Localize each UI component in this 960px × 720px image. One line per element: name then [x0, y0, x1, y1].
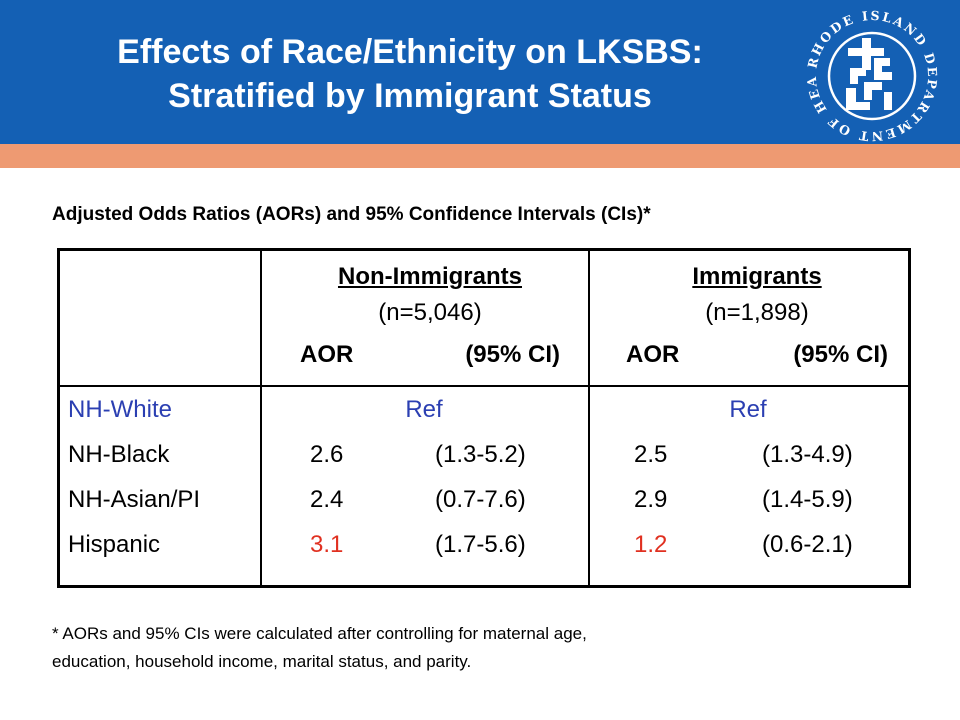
ci-value: (0.6-2.1)	[762, 531, 853, 558]
table-subtitle: Adjusted Odds Ratios (AORs) and 95% Conf…	[52, 204, 651, 225]
group-name: Immigrants	[692, 263, 822, 290]
ci-value: (1.3-4.9)	[762, 441, 853, 468]
group-n: (n=5,046)	[378, 299, 482, 326]
row-label-nh-black: NH-Black	[68, 441, 170, 468]
title-line-1: Effects of Race/Ethnicity on LKSBS:	[117, 33, 703, 71]
ci-value: (1.4-5.9)	[762, 486, 853, 513]
footnote: * AORs and 95% CIs were calculated after…	[52, 620, 932, 676]
ri-department-of-health-logo: RHODE ISLAND DEPARTMENT OF HEALTH	[804, 8, 940, 144]
results-table: Non-Immigrants (n=5,046) AOR (95% CI) Im…	[57, 248, 911, 588]
title-line-2: Stratified by Immigrant Status	[168, 77, 652, 115]
group-name: Non-Immigrants	[337, 263, 522, 290]
aor-header: AOR	[626, 341, 680, 368]
row-label-nh-asian-pi: NH-Asian/PI	[68, 486, 201, 513]
ci-header: (95% CI)	[793, 341, 888, 368]
logo-text: RHODE ISLAND DEPARTMENT OF HEALTH	[804, 8, 940, 144]
aor-value-highlight: 1.2	[634, 531, 668, 558]
aor-value-highlight: 3.1	[310, 531, 344, 558]
accent-bar	[0, 144, 960, 168]
footnote-line-1: AORs and 95% CIs were calculated after c…	[58, 624, 587, 643]
aor-value: 2.6	[310, 441, 344, 468]
footnote-marker: *	[52, 624, 59, 643]
column-divider	[588, 251, 590, 585]
slide-title: Effects of Race/Ethnicity on LKSBS: Stra…	[40, 30, 780, 118]
footnote-line-2: education, household income, marital sta…	[52, 652, 472, 671]
row-label-hispanic: Hispanic	[68, 531, 161, 558]
header-banner	[0, 0, 960, 144]
aor-value: 2.4	[310, 486, 344, 513]
header-row-divider	[60, 385, 908, 387]
row-label-nh-white: NH-White	[68, 396, 173, 423]
logo-emblem	[846, 38, 892, 110]
column-divider	[260, 251, 262, 585]
ci-value: (0.7-7.6)	[435, 486, 526, 513]
aor-value: 2.5	[634, 441, 668, 468]
ci-value: (1.3-5.2)	[435, 441, 526, 468]
ref-cell-immigrants: Ref	[729, 396, 767, 423]
aor-value: 2.9	[634, 486, 668, 513]
header-non-immigrants: Non-Immigrants (n=5,046) AOR (95% CI)	[300, 261, 560, 371]
aor-header: AOR	[300, 341, 354, 368]
ci-value: (1.7-5.6)	[435, 531, 526, 558]
ref-cell-non-immigrants: Ref	[405, 396, 443, 423]
group-n: (n=1,898)	[705, 299, 809, 326]
ci-header: (95% CI)	[465, 341, 560, 368]
header-immigrants: Immigrants (n=1,898) AOR (95% CI)	[626, 261, 888, 371]
